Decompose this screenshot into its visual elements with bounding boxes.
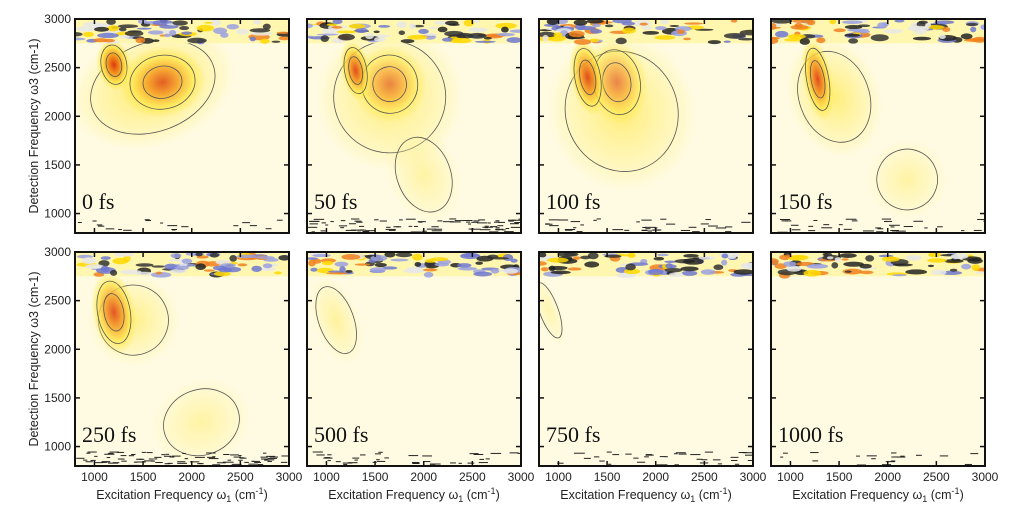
- contour-line: [394, 136, 453, 213]
- noise-band-top: [771, 19, 985, 45]
- noise-band-top: [307, 252, 521, 278]
- panel-frame: [770, 18, 986, 234]
- x-tick-label: 1500: [826, 470, 853, 484]
- heatmap-peak: [569, 38, 606, 116]
- noise-band-top: [75, 19, 289, 45]
- panel-500-fs: 1000 1500 2000 2500 3000 500 fs Excitation Fre…: [306, 251, 535, 504]
- y-tick-label: 2500: [44, 61, 71, 75]
- contour-line: [348, 56, 364, 85]
- x-axis-label: Excitation Frequency ω1 (cm-1): [328, 486, 499, 504]
- contour-line: [129, 54, 196, 110]
- panel-frame: [770, 251, 986, 467]
- contour-line: [105, 52, 123, 77]
- contour-line: [103, 293, 125, 332]
- panel-frame: [306, 18, 522, 234]
- panel-delay-label: 50 fs: [314, 189, 357, 214]
- x-tick-label: 1500: [130, 470, 157, 484]
- heatmap-peak: [352, 45, 428, 124]
- heatmap-peak: [801, 37, 834, 121]
- heatmap-peak: [309, 275, 364, 365]
- noise-band-bottom: [77, 219, 283, 233]
- x-tick-label: 3000: [276, 470, 303, 484]
- panel-delay-label: 750 fs: [546, 422, 600, 447]
- panel-frame: [74, 18, 290, 234]
- y-tick-label: 1500: [44, 158, 71, 172]
- y-tick-label: 2500: [44, 294, 71, 308]
- panel-150-fs: 150 fs: [770, 18, 986, 234]
- x-tick-label: 2000: [178, 470, 205, 484]
- x-tick-label: 1000: [81, 470, 108, 484]
- panel-frame: [538, 18, 754, 234]
- noise-band-top: [539, 252, 753, 279]
- contour-line: [142, 65, 183, 99]
- panel-delay-label: 150 fs: [778, 189, 832, 214]
- panel-50-fs: 50 fs: [306, 18, 522, 234]
- x-tick-label: 1000: [313, 470, 340, 484]
- y-tick-label: 3000: [44, 245, 71, 259]
- panel-frame: [74, 251, 290, 467]
- x-tick-label: 1500: [594, 470, 621, 484]
- y-axis-label: Detection Frequency ω3 (cm-1): [27, 38, 41, 213]
- noise-band-top: [307, 19, 521, 44]
- y-tick-label: 2000: [44, 342, 71, 356]
- panel-frame: [306, 251, 522, 467]
- x-tick-label: 1000: [545, 470, 572, 484]
- panel-delay-label: 100 fs: [546, 189, 600, 214]
- y-tick-label: 1000: [44, 207, 71, 221]
- contour-line: [876, 148, 938, 211]
- panel-250-fs: 1000 1500 2000 2500 3000 1000 1500 2000 2500 3000…: [27, 245, 303, 504]
- x-tick-label: 1000: [777, 470, 804, 484]
- heatmap-background: [771, 252, 985, 466]
- y-tick-label: 1500: [44, 391, 71, 405]
- contour-line: [573, 48, 602, 107]
- panel-100-fs: 100 fs: [538, 18, 754, 234]
- x-tick-label: 2500: [923, 470, 950, 484]
- contour-line: [100, 44, 128, 85]
- x-tick-label: 2000: [874, 470, 901, 484]
- noise-band-top: [539, 19, 753, 45]
- heatmap-peak: [866, 139, 948, 220]
- panel-0-fs: 1000 1500 2000 2500 3000 0 fs Detection Freque…: [27, 12, 290, 234]
- noise-band-bottom: [780, 452, 985, 466]
- x-tick-label: 2000: [410, 470, 437, 484]
- contour-line: [96, 280, 132, 344]
- x-axis-label: Excitation Frequency ω1 (cm-1): [96, 486, 267, 504]
- panel-delay-label: 1000 fs: [778, 422, 843, 447]
- noise-band-top: [75, 252, 289, 278]
- contour-line: [90, 39, 216, 135]
- panel-750-fs: 1000 1500 2000 2500 3000 750 fs Excitation Fre…: [538, 251, 767, 504]
- panel-frame: [538, 251, 754, 467]
- x-axis-label: Excitation Frequency ω1 (cm-1): [792, 486, 963, 504]
- x-tick-label: 3000: [508, 470, 535, 484]
- heatmap-peak: [119, 46, 206, 119]
- x-tick-label: 2500: [227, 470, 254, 484]
- y-axis-label: Detection Frequency ω3 (cm-1): [27, 271, 41, 446]
- x-tick-label: 3000: [740, 470, 767, 484]
- y-tick-label: 1000: [44, 440, 71, 454]
- panel-delay-label: 0 fs: [82, 189, 114, 214]
- contour-line: [343, 47, 368, 95]
- x-tick-label: 3000: [972, 470, 999, 484]
- contour-line: [372, 66, 407, 103]
- y-tick-label: 3000: [44, 12, 71, 26]
- heatmap-peak: [91, 270, 137, 354]
- x-tick-label: 2500: [459, 470, 486, 484]
- contour-line: [805, 47, 831, 111]
- contour-line: [315, 286, 357, 354]
- panel-delay-label: 500 fs: [314, 422, 368, 447]
- heatmap-background: [539, 252, 753, 466]
- x-axis-label: Excitation Frequency ω1 (cm-1): [560, 486, 731, 504]
- x-tick-label: 2500: [691, 470, 718, 484]
- panel-delay-label: 250 fs: [82, 422, 136, 447]
- contour-line: [809, 60, 826, 99]
- heatmap-peak: [340, 39, 372, 102]
- contour-line: [579, 59, 597, 96]
- x-tick-label: 1500: [362, 470, 389, 484]
- x-tick-label: 2000: [642, 470, 669, 484]
- panel-1000-fs: 1000 1500 2000 2500 3000 1000 fs Excitation Fr…: [770, 251, 999, 504]
- y-tick-label: 2000: [44, 109, 71, 123]
- noise-band-top: [771, 252, 985, 279]
- heatmap-peak: [385, 124, 462, 225]
